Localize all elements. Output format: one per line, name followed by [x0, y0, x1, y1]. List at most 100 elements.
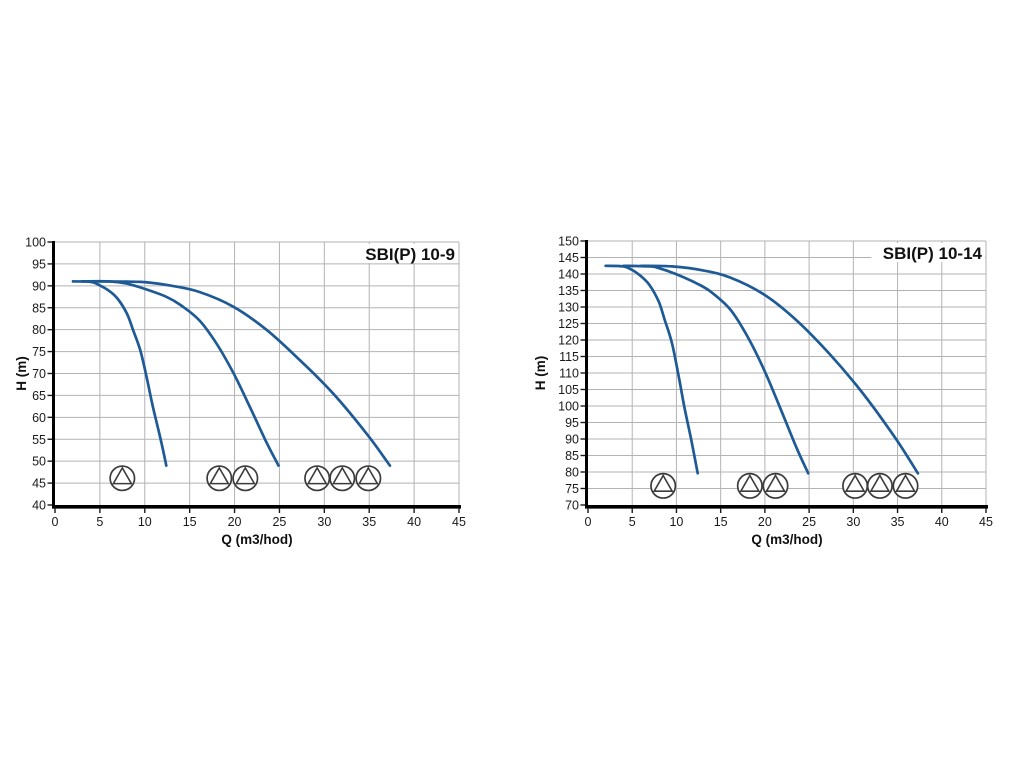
y-tick-label: 85	[32, 301, 46, 315]
y-tick-label: 75	[32, 345, 46, 359]
x-tick-label: 35	[362, 515, 376, 529]
x-tick-label: 45	[452, 515, 466, 529]
x-tick-label: 15	[183, 515, 197, 529]
pump-icon	[892, 472, 919, 499]
pump-icon-triangle	[765, 473, 786, 493]
x-tick-label: 45	[979, 515, 993, 529]
pump-icon	[866, 472, 893, 499]
pump-icon	[650, 472, 677, 499]
x-tick-label: 5	[96, 515, 103, 529]
y-tick-label: 115	[559, 350, 579, 364]
pump-icon	[232, 465, 259, 492]
y-tick-label: 80	[565, 466, 579, 480]
chart-sbip-10-14: 0 5 10 15 20 25 30 35 40 45 70 75 80 85 90 95 100 105 110 1…	[533, 235, 993, 548]
y-tick-label: 130	[558, 301, 579, 315]
pump-icon-triangle	[111, 466, 133, 485]
pump-icon-circle	[650, 472, 677, 499]
pump-icon-triangle	[234, 466, 256, 485]
pump-icon-triangle	[844, 473, 866, 493]
chart-title: SBI(P) 10-14	[883, 244, 983, 263]
pump-icon-circle	[206, 465, 233, 492]
x-tick-label: 40	[407, 515, 421, 529]
y-tick-label: 85	[565, 449, 579, 463]
pump-icon-circle	[232, 465, 259, 492]
y-tick-label: 145	[558, 251, 579, 265]
x-tick-label: 25	[272, 515, 286, 529]
pump-icon-circle	[355, 465, 382, 492]
y-tick-label: 100	[25, 236, 46, 250]
pump-icon-triangle	[652, 473, 674, 493]
pump-icon	[736, 472, 763, 499]
y-tick-label: 110	[559, 367, 579, 381]
y-tick-label: 65	[32, 389, 46, 403]
pump-icon-circle	[866, 472, 893, 499]
pump-icon	[329, 465, 356, 492]
y-tick-label: 95	[32, 257, 46, 271]
pump-icon-circle	[762, 472, 789, 499]
pump-curve-3	[89, 280, 392, 467]
y-tick-label: 50	[32, 455, 46, 469]
y-tick-label: 95	[565, 416, 579, 430]
x-tick-label: 15	[714, 515, 728, 529]
x-tick-label: 25	[802, 515, 816, 529]
x-tick-label: 10	[669, 515, 683, 529]
x-tick-label: 20	[758, 515, 772, 529]
y-axis-title: H (m)	[14, 356, 29, 391]
y-tick-label: 70	[32, 367, 46, 381]
x-tick-label: 35	[891, 515, 905, 529]
pump-icon	[842, 472, 869, 499]
y-tick-label: 125	[558, 317, 579, 331]
y-tick-label: 45	[32, 477, 46, 491]
x-tick-label: 0	[52, 515, 59, 529]
y-tick-label: 140	[558, 268, 579, 282]
pump-curve-2	[80, 279, 280, 467]
y-tick-label: 80	[32, 323, 46, 337]
pump-icon-triangle	[739, 473, 761, 493]
pump-icon-circle	[892, 472, 919, 499]
pump-icon-circle	[736, 472, 763, 499]
x-axis-title: Q (m3/hod)	[751, 532, 822, 547]
y-tick-label: 75	[565, 482, 579, 496]
chart-sbip-10-9: 0 5 10 15 20 25 30 35 40 45 40 45 50 55 60 65 70 75 80 85 90…	[14, 236, 466, 548]
pump-icon	[206, 465, 233, 492]
x-tick-label: 20	[228, 515, 242, 529]
y-tick-label: 150	[558, 235, 579, 249]
pump-curve-2	[622, 264, 810, 475]
x-tick-label: 40	[935, 515, 949, 529]
pump-icon-triangle	[306, 466, 328, 485]
x-tick-label: 30	[317, 515, 331, 529]
pump-icon-triangle	[895, 473, 916, 493]
x-tick-label: 0	[585, 515, 592, 529]
pump-icon-circle	[304, 465, 331, 492]
y-tick-label: 90	[32, 279, 46, 293]
pump-icon	[304, 465, 331, 492]
x-tick-label: 30	[846, 515, 860, 529]
x-tick-label: 10	[138, 515, 152, 529]
y-tick-label: 60	[32, 411, 46, 425]
pump-curve-3	[639, 264, 920, 475]
pump-icon-triangle	[331, 466, 353, 485]
pump-icon	[762, 472, 789, 499]
x-tick-label: 5	[629, 515, 636, 529]
y-tick-label: 90	[565, 433, 579, 447]
y-tick-label: 100	[558, 400, 579, 414]
pump-icon	[109, 465, 136, 492]
y-tick-label: 105	[558, 383, 579, 397]
y-tick-label: 40	[32, 499, 46, 513]
y-axis-title: H (m)	[533, 356, 548, 391]
pump-icon-triangle	[869, 473, 891, 493]
chart-title-background	[871, 243, 985, 262]
y-tick-label: 135	[558, 284, 579, 298]
pump-curve-1	[71, 280, 168, 467]
pump-icon	[355, 465, 382, 492]
y-tick-label: 120	[558, 334, 579, 348]
pump-icon-circle	[842, 472, 869, 499]
pump-icon-circle	[109, 465, 136, 492]
y-tick-label: 70	[565, 499, 579, 513]
pump-icon-circle	[329, 465, 356, 492]
pump-icon-triangle	[208, 466, 230, 485]
x-axis-title: Q (m3/hod)	[221, 532, 292, 547]
y-tick-label: 55	[32, 433, 46, 447]
